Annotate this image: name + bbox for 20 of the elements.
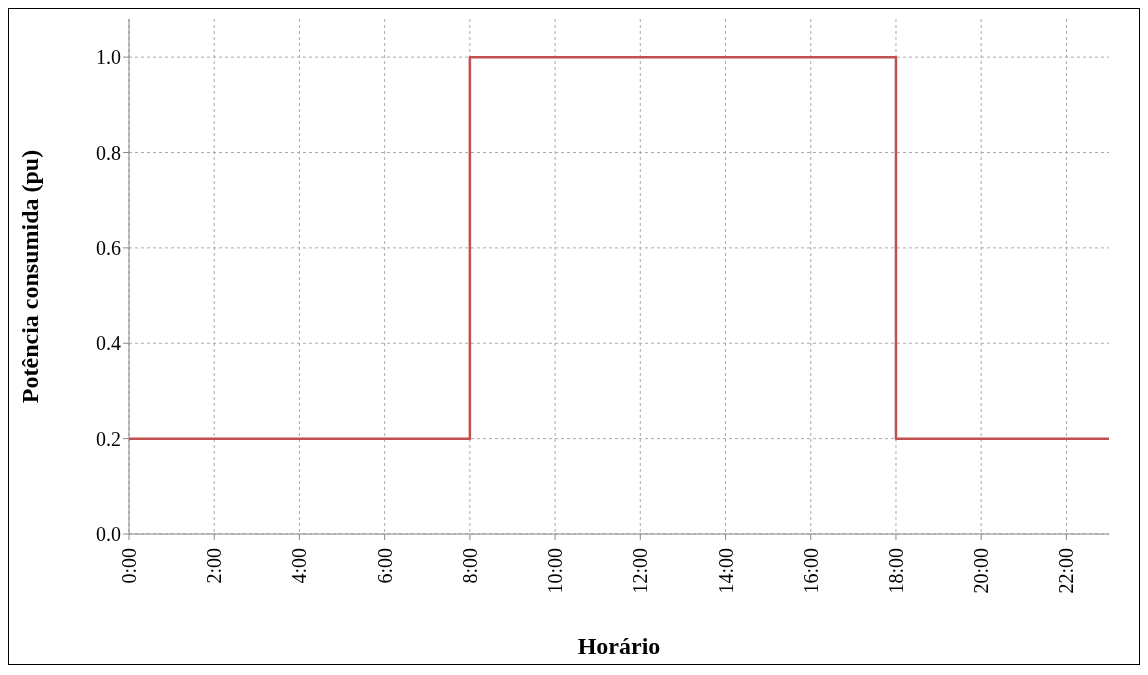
- x-tick-label: 22:00: [1055, 548, 1078, 594]
- y-tick-label: 0.2: [96, 427, 121, 450]
- y-tick-label: 0.0: [96, 523, 121, 546]
- x-tick-label: 6:00: [373, 548, 396, 584]
- x-tick-label: 10:00: [544, 548, 567, 594]
- y-tick-label: 0.6: [96, 236, 121, 259]
- x-tick-label: 14:00: [714, 548, 737, 594]
- y-tick-label: 0.8: [96, 141, 121, 164]
- x-tick-label: 0:00: [118, 548, 140, 584]
- x-tick-label: 18:00: [884, 548, 907, 594]
- x-tick-label: 4:00: [288, 548, 311, 584]
- x-tick-label: 16:00: [799, 548, 822, 594]
- y-tick-label: 1.0: [96, 46, 121, 69]
- x-tick-label: 12:00: [629, 548, 652, 594]
- y-axis-title: Potência consumida (pu): [16, 149, 43, 404]
- y-tick-label: 0.4: [96, 332, 121, 355]
- x-axis-title: Horário: [577, 633, 661, 659]
- x-tick-label: 2:00: [203, 548, 226, 584]
- x-tick-label: 20:00: [970, 548, 993, 594]
- x-tick-label: 8:00: [458, 548, 481, 584]
